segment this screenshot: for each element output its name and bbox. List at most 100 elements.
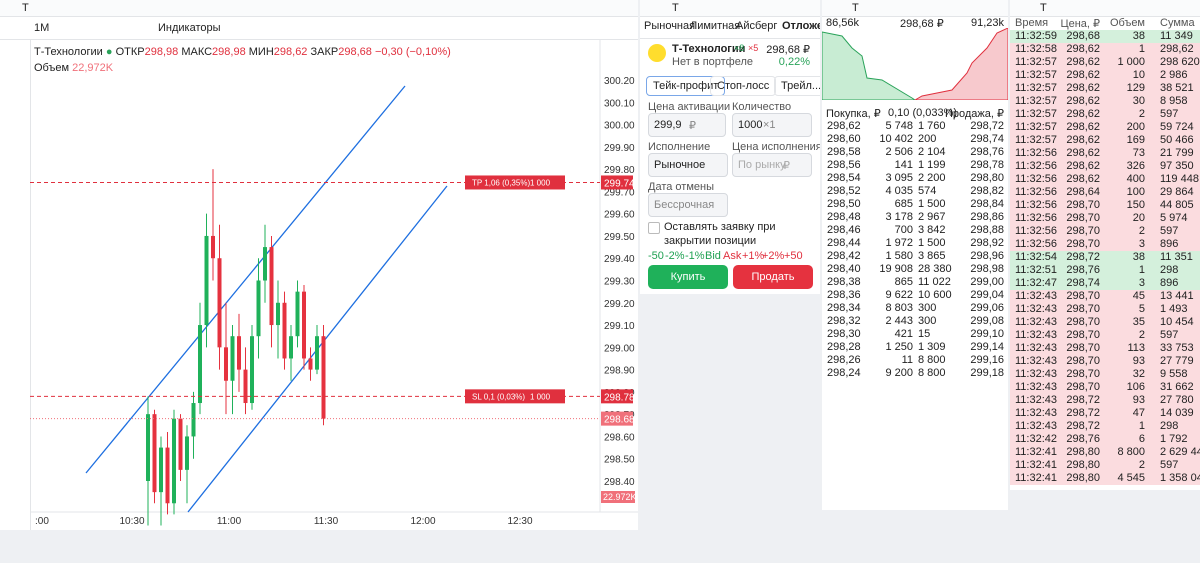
trades-panel: T Время Цена, ₽ Объем Сумма 11:32:59 298,68 38… — [1010, 0, 1200, 490]
checkbox[interactable] — [648, 222, 660, 234]
tab[interactable]: Отложен... — [782, 20, 820, 32]
trade-row: 11:32:47 298,74 3 896 — [1010, 277, 1200, 290]
book-row: 298,56 141 1 199 298,78 — [822, 159, 1008, 172]
trade-sum: 2 986 — [1160, 69, 1188, 81]
trade-price: 298,62 — [1066, 173, 1100, 185]
spread: 0,10 (0,033%) — [888, 107, 958, 119]
ask-volume: 1 199 — [918, 159, 946, 171]
ask-volume: 1 500 — [918, 237, 946, 249]
trade-row: 11:32:43 298,70 113 33 753 — [1010, 342, 1200, 355]
candle-body — [250, 336, 254, 404]
trade-volume: 45 — [1132, 290, 1145, 302]
trade-volume: 3 — [1138, 277, 1145, 289]
trade-sum: 38 521 — [1160, 82, 1194, 94]
time-label: 11:00 — [217, 516, 242, 527]
bid-price: 298,52 — [827, 185, 861, 197]
trade-time: 11:32:51 — [1015, 264, 1058, 276]
trade-price: 298,64 — [1066, 186, 1100, 198]
trade-time: 11:32:43 — [1015, 303, 1058, 315]
trade-row: 11:32:59 298,68 38 11 349 — [1010, 30, 1200, 43]
candle-body — [282, 302, 287, 359]
trade-time: 11:32:56 — [1015, 225, 1058, 237]
trade-time: 11:32:56 — [1015, 173, 1058, 185]
bid-volume: 421 — [894, 328, 913, 340]
quick-button[interactable]: +50 — [784, 250, 803, 262]
cancel-input[interactable]: Бессрочная — [648, 193, 728, 217]
trade-volume: 5 — [1138, 303, 1145, 315]
trade-row: 11:32:43 298,70 35 10 454 — [1010, 316, 1200, 329]
trade-volume: 106 — [1126, 381, 1145, 393]
ask-volume: 3 865 — [918, 250, 946, 262]
quick-button[interactable]: -50 — [648, 250, 664, 262]
trade-row: 11:32:58 298,62 1 298,62 — [1010, 43, 1200, 56]
subtab[interactable]: Тейк-профит — [646, 76, 726, 96]
trade-time: 11:32:47 — [1015, 277, 1058, 289]
subtab[interactable]: Стоп-лосс — [710, 76, 777, 96]
tab[interactable]: Лимитная — [690, 20, 741, 32]
trade-sum: 9 558 — [1160, 368, 1188, 380]
quick-button[interactable]: -1% — [685, 250, 705, 262]
trade-volume: 73 — [1132, 147, 1145, 159]
quick-button[interactable]: +2% — [762, 250, 785, 262]
bid-price: 298,28 — [827, 341, 861, 353]
trade-price: 298,70 — [1066, 355, 1100, 367]
trade-volume: 20 — [1132, 212, 1145, 224]
sell-button[interactable]: Продать — [733, 265, 813, 289]
ask-volume: 11 022 — [918, 276, 951, 288]
order-line[interactable] — [465, 175, 565, 190]
trade-volume: 6 — [1138, 433, 1145, 445]
buy-button[interactable]: Купить — [648, 265, 728, 289]
trade-price: 298,72 — [1066, 407, 1100, 419]
ask-volume: 1 500 — [918, 198, 946, 210]
trade-price: 298,70 — [1066, 342, 1100, 354]
price: 298,68 ₽ — [766, 44, 810, 56]
order-book: T 86,56k 298,68 ₽ 91,23k Покупка, ₽ 0,10… — [822, 0, 1008, 510]
search[interactable]: T — [672, 2, 679, 14]
order-line[interactable] — [465, 389, 565, 404]
book-row: 298,46 700 3 842 298,88 — [822, 224, 1008, 237]
quick-button[interactable]: Ask — [723, 250, 742, 262]
exec-price-input[interactable]: По рынку ₽ — [732, 153, 812, 177]
trade-time: 11:32:43 — [1015, 368, 1058, 380]
ask-depth — [913, 28, 1008, 100]
exec-select[interactable]: Рыночное — [648, 153, 728, 177]
bid-volume: 1 250 — [885, 341, 913, 353]
price-label: 299.00 — [604, 343, 635, 354]
book-row: 298,38 865 11 022 299,00 — [822, 276, 1008, 289]
trade-sum: 597 — [1160, 459, 1179, 471]
subtab[interactable]: Трейл... — [774, 76, 820, 96]
trade-time: 11:32:42 — [1015, 433, 1058, 445]
quick-button[interactable]: -2% — [665, 250, 685, 262]
change: 0,22% — [778, 56, 810, 68]
trade-row: 11:32:43 298,70 93 27 779 — [1010, 355, 1200, 368]
trade-row: 11:32:56 298,70 2 597 — [1010, 225, 1200, 238]
ask-price: 298,84 — [970, 198, 1004, 210]
search[interactable]: T — [1040, 2, 1047, 14]
tab[interactable]: Айсберг — [736, 20, 778, 32]
interval[interactable]: 1M — [34, 22, 50, 34]
indicators[interactable]: Индикаторы — [158, 22, 221, 34]
activation-input[interactable]: 299,9 ₽ — [648, 113, 726, 137]
price-label: 299.60 — [604, 210, 635, 221]
trade-price: 298,70 — [1066, 329, 1100, 341]
trade-volume: 8 800 — [1117, 446, 1145, 458]
bid-volume: 1 972 — [885, 237, 913, 249]
ask-volume: 200 — [918, 133, 937, 145]
bid-volume: 685 — [894, 198, 913, 210]
trade-row: 11:32:43 298,70 2 597 — [1010, 329, 1200, 342]
search[interactable]: T — [22, 2, 29, 14]
trade-price: 298,76 — [1066, 264, 1100, 276]
search[interactable]: T — [852, 2, 859, 14]
trade-sum: 298,62 — [1160, 43, 1194, 55]
quick-button[interactable]: Bid — [705, 250, 721, 262]
order-qty: 1 000 — [530, 392, 551, 401]
trade-price: 298,70 — [1066, 303, 1100, 315]
header: Продажа, ₽ — [944, 108, 1004, 120]
trade-time: 11:32:56 — [1015, 212, 1058, 224]
tab[interactable]: Рыночная — [644, 20, 696, 32]
quick-button[interactable]: +1% — [742, 250, 765, 262]
qty-input[interactable]: 1000 ×1 — [732, 113, 812, 137]
trade-row: 11:32:57 298,62 169 50 466 — [1010, 134, 1200, 147]
bid-volume: 3 178 — [885, 211, 913, 223]
candle-body — [159, 447, 163, 493]
